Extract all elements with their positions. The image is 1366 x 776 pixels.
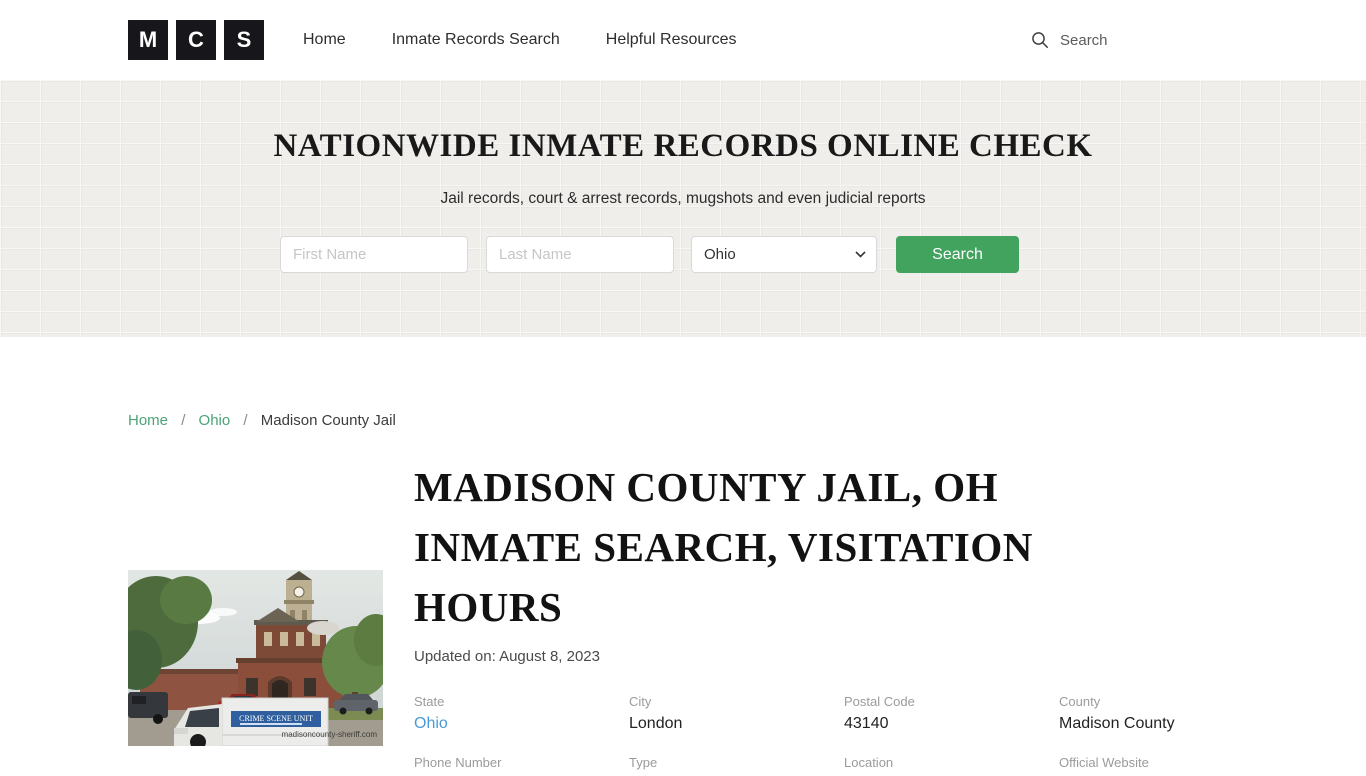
header-search-label: Search (1060, 31, 1108, 49)
logo-letter-c: C (176, 20, 216, 60)
hero-subtitle: Jail records, court & arrest records, mu… (440, 190, 926, 207)
header-search[interactable]: Search (1031, 0, 1108, 80)
top-navigation-bar: M C S Home Inmate Records Search Helpful… (0, 0, 1366, 80)
page-title-line-1: MADISON COUNTY JAIL, OH (414, 464, 999, 510)
breadcrumb-separator: / (181, 412, 186, 429)
detail-location: Location (844, 755, 1059, 776)
photo-watermark: madisoncounty-sheriff.com (282, 730, 378, 739)
state-select[interactable]: Ohio (691, 236, 877, 273)
breadcrumb-ohio[interactable]: Ohio (198, 412, 231, 429)
detail-label-location: Location (844, 755, 894, 770)
detail-label-postal-code: Postal Code (844, 694, 915, 709)
breadcrumb-separator: / (243, 412, 248, 429)
photo-tree-left (128, 576, 212, 690)
hero-section: NATIONWIDE INMATE RECORDS ONLINE CHECK J… (0, 80, 1366, 337)
detail-label-state: State (414, 694, 445, 709)
page-title-line-2: INMATE SEARCH, VISITATION (414, 524, 1033, 570)
detail-label-phone-number: Phone Number (414, 755, 502, 770)
mcs-logo[interactable]: M C S (128, 20, 264, 60)
detail-label-type: Type (629, 755, 658, 770)
detail-official-website: Official Website (1059, 755, 1274, 776)
logo-letter-s: S (224, 20, 264, 60)
detail-label-county: County (1059, 694, 1101, 709)
nav-inmate-records-search[interactable]: Inmate Records Search (391, 31, 560, 48)
detail-phone-number: Phone Number (414, 755, 629, 776)
detail-label-official-website: Official Website (1059, 755, 1149, 770)
detail-label-city: City (629, 694, 652, 709)
hero-title: NATIONWIDE INMATE RECORDS ONLINE CHECK (273, 128, 1093, 164)
photo-gray-car (334, 694, 378, 715)
detail-value-county: Madison County (1059, 715, 1175, 732)
breadcrumb-current-page: Madison County Jail (260, 412, 396, 429)
page-title: MADISON COUNTY JAIL, OH INMATE SEARCH, V… (414, 457, 1154, 637)
inmate-search-form: Ohio Search (280, 236, 1019, 273)
first-name-input[interactable] (280, 236, 468, 273)
search-button[interactable]: Search (896, 236, 1019, 273)
logo-letter-m: M (128, 20, 168, 60)
photo-crime-scene-van: CRIME SCENE UNIT (174, 697, 329, 746)
facility-details: State Ohio City London Postal Code 43140… (414, 694, 1274, 776)
detail-value-postal-code: 43140 (844, 715, 889, 732)
nav-home[interactable]: Home (303, 31, 346, 48)
van-banner-text: CRIME SCENE UNIT (239, 714, 313, 723)
breadcrumb: Home / Ohio / Madison County Jail (128, 412, 396, 429)
detail-postal-code: Postal Code 43140 (844, 694, 1059, 733)
main-nav: Home Inmate Records Search Helpful Resou… (303, 0, 737, 80)
photo-dark-suv (128, 692, 168, 724)
updated-on-text: Updated on: August 8, 2023 (414, 648, 600, 665)
state-link[interactable]: Ohio (414, 715, 448, 732)
detail-type: Type (629, 755, 844, 776)
state-select-wrap: Ohio (691, 236, 877, 273)
search-icon (1032, 32, 1048, 48)
jail-photo: CRIME SCENE UNIT madisoncounty-sheriff.c… (128, 570, 383, 746)
last-name-input[interactable] (486, 236, 674, 273)
detail-city: City London (629, 694, 844, 733)
page-title-line-3: HOURS (414, 584, 563, 630)
detail-county: County Madison County (1059, 694, 1274, 733)
detail-state: State Ohio (414, 694, 629, 733)
nav-helpful-resources[interactable]: Helpful Resources (605, 31, 737, 48)
detail-value-city: London (629, 715, 683, 732)
page-content: Home / Ohio / Madison County Jail MADISO… (0, 337, 1366, 770)
jail-photo-illustration: CRIME SCENE UNIT madisoncounty-sheriff.c… (128, 570, 383, 746)
breadcrumb-home[interactable]: Home (128, 412, 169, 429)
photo-tree-right (322, 614, 383, 716)
